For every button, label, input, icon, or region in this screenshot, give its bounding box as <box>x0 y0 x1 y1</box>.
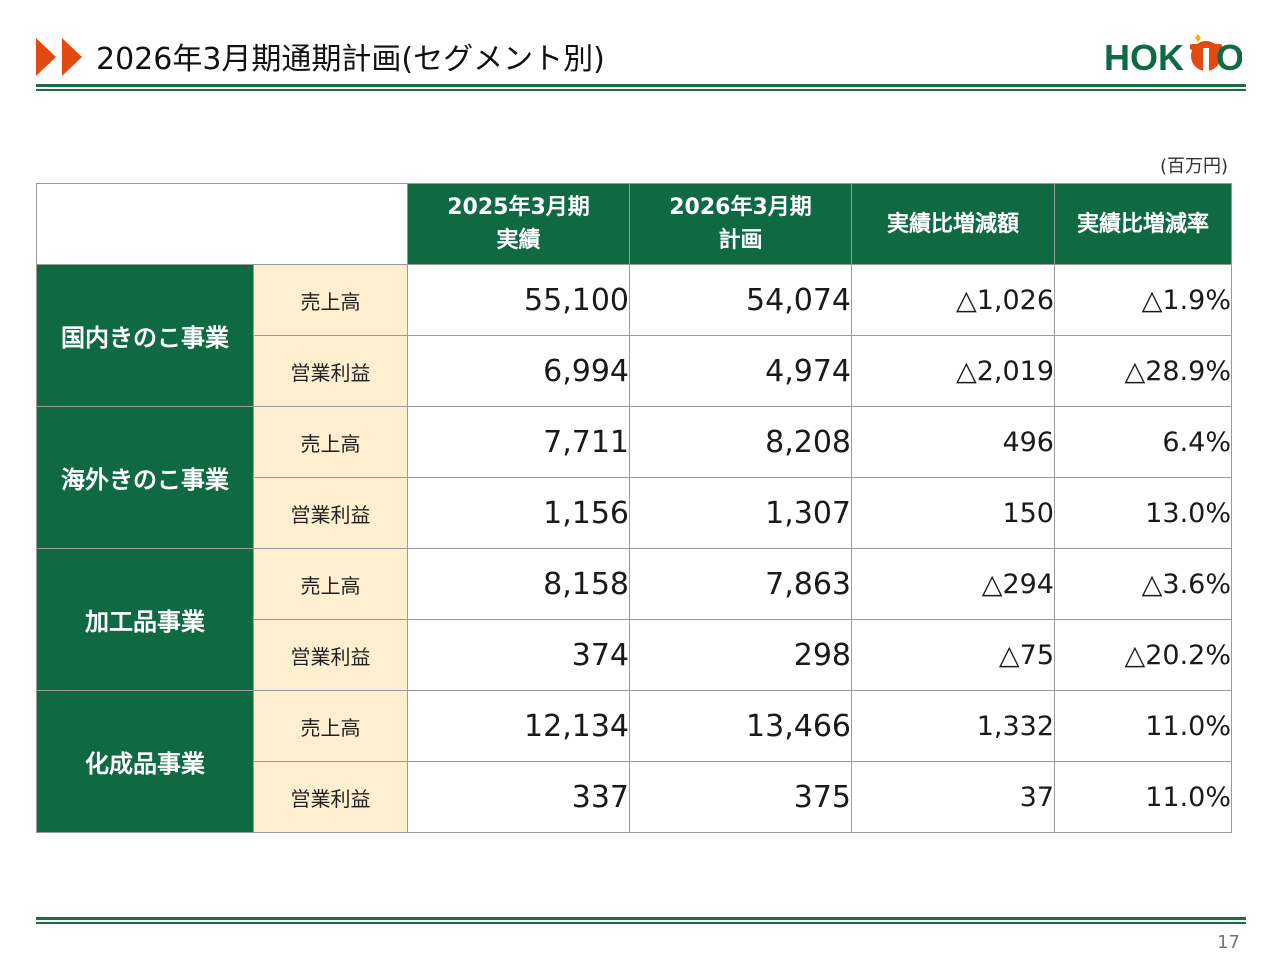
segment-name: 国内きのこ事業 <box>36 264 254 407</box>
rate-value: 6.4% <box>1054 406 1232 478</box>
rate-value: 11.0% <box>1054 761 1232 833</box>
metric-label: 売上高 <box>253 406 408 478</box>
diff-value: △294 <box>851 548 1055 620</box>
diff-value: △2,019 <box>851 335 1055 407</box>
rate-value: 13.0% <box>1054 477 1232 549</box>
hokto-logo: HOK O <box>1104 34 1242 78</box>
table-row: 加工品事業 売上高 8,158 7,863 △294 △3.6% <box>36 548 1232 691</box>
table-row: 営業利益 374 298 △75 △20.2% <box>37 619 1232 691</box>
plan-2026-value: 13,466 <box>629 690 852 762</box>
page-number: 17 <box>1217 932 1240 953</box>
metric-label: 営業利益 <box>253 619 408 691</box>
actual-2025-value: 12,134 <box>407 690 630 762</box>
diff-value: 496 <box>851 406 1055 478</box>
table-row: 営業利益 6,994 4,974 △2,019 △28.9% <box>37 335 1232 407</box>
plan-2026-value: 298 <box>629 619 852 691</box>
actual-2025-value: 1,156 <box>407 477 630 549</box>
metric-label: 営業利益 <box>253 761 408 833</box>
plan-2026-value: 7,863 <box>629 548 852 620</box>
actual-2025-value: 8,158 <box>407 548 630 620</box>
metric-label: 売上高 <box>253 548 408 620</box>
plan-2026-value: 54,074 <box>629 264 852 336</box>
rate-value: △1.9% <box>1054 264 1232 336</box>
svg-text:O: O <box>1216 37 1242 78</box>
svg-text:HOK: HOK <box>1104 37 1184 78</box>
diff-value: 1,332 <box>851 690 1055 762</box>
diff-value: 37 <box>851 761 1055 833</box>
header-blank-cell <box>36 183 408 265</box>
rate-value: △3.6% <box>1054 548 1232 620</box>
plan-2026-value: 8,208 <box>629 406 852 478</box>
rate-value: △28.9% <box>1054 335 1232 407</box>
table-row: 海外きのこ事業 売上高 7,711 8,208 496 6.4% <box>36 406 1232 549</box>
metric-label: 営業利益 <box>253 477 408 549</box>
segment-name: 化成品事業 <box>36 690 254 833</box>
table-row: 営業利益 337 375 37 11.0% <box>37 761 1232 833</box>
header-plan-2026: 2026年3月期 計画 <box>629 183 852 265</box>
metric-label: 売上高 <box>253 264 408 336</box>
actual-2025-value: 55,100 <box>407 264 630 336</box>
double-arrow-icon <box>36 38 82 76</box>
segment-name: 加工品事業 <box>36 548 254 691</box>
table-header-row: 2025年3月期 実績 2026年3月期 計画 実績比増減額 実績比増減率 <box>36 183 1232 265</box>
table-row: 営業利益 1,156 1,307 150 13.0% <box>37 477 1232 549</box>
actual-2025-value: 337 <box>407 761 630 833</box>
header-rule <box>36 84 1246 87</box>
metric-label: 営業利益 <box>253 335 408 407</box>
actual-2025-value: 374 <box>407 619 630 691</box>
header-actual-2025: 2025年3月期 実績 <box>407 183 630 265</box>
unit-label: (百万円) <box>1159 156 1228 177</box>
table-row: 化成品事業 売上高 12,134 13,466 1,332 11.0% <box>36 690 1232 833</box>
diff-value: △75 <box>851 619 1055 691</box>
metric-label: 売上高 <box>253 690 408 762</box>
header-diff-amount: 実績比増減額 <box>851 183 1055 265</box>
footer-rule <box>36 917 1246 920</box>
actual-2025-value: 6,994 <box>407 335 630 407</box>
header-rule-thin <box>36 89 1246 91</box>
actual-2025-value: 7,711 <box>407 406 630 478</box>
footer-rule-thin <box>36 922 1246 924</box>
diff-value: △1,026 <box>851 264 1055 336</box>
segment-plan-table: 2025年3月期 実績 2026年3月期 計画 実績比増減額 実績比増減率 国内… <box>36 183 1232 833</box>
diff-value: 150 <box>851 477 1055 549</box>
page-title: 2026年3月期通期計画(セグメント別) <box>96 42 605 77</box>
rate-value: △20.2% <box>1054 619 1232 691</box>
table-row: 国内きのこ事業 売上高 55,100 54,074 △1,026 △1.9% <box>36 264 1232 407</box>
title-row: 2026年3月期通期計画(セグメント別) HOK O <box>36 30 1246 80</box>
plan-2026-value: 4,974 <box>629 335 852 407</box>
segment-name: 海外きのこ事業 <box>36 406 254 549</box>
plan-2026-value: 1,307 <box>629 477 852 549</box>
rate-value: 11.0% <box>1054 690 1232 762</box>
header-diff-rate: 実績比増減率 <box>1054 183 1232 265</box>
plan-2026-value: 375 <box>629 761 852 833</box>
